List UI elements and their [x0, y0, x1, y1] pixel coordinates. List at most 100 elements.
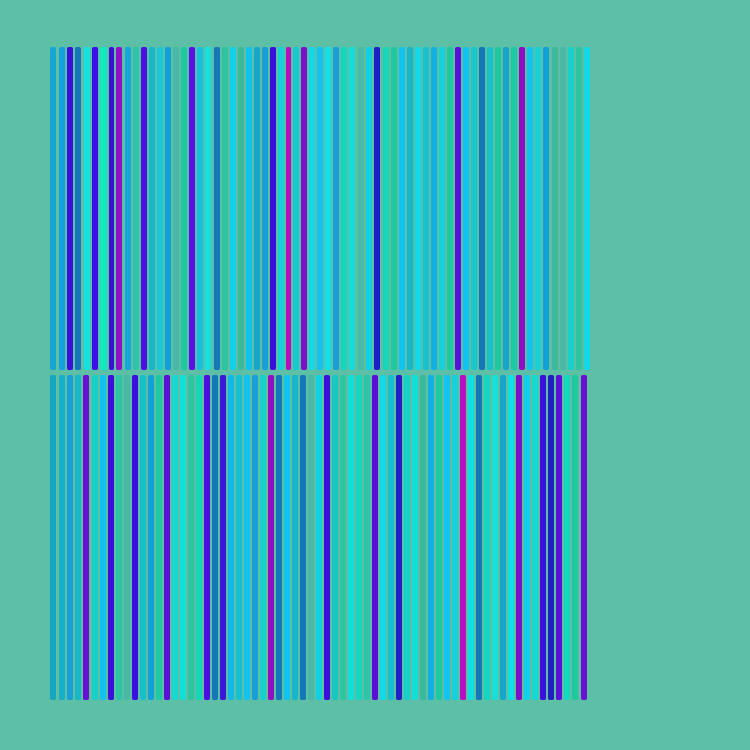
- stripe-bar[interactable]: [543, 47, 549, 370]
- stripe-bar[interactable]: [92, 47, 98, 370]
- stripe-bar[interactable]: [548, 375, 554, 700]
- stripe-bar[interactable]: [124, 375, 130, 700]
- stripe-bar[interactable]: [460, 375, 466, 700]
- stripe-bar[interactable]: [358, 47, 364, 370]
- stripe-bar[interactable]: [372, 375, 378, 700]
- stripe-bar[interactable]: [132, 375, 138, 700]
- stripe-bar[interactable]: [404, 375, 410, 700]
- stripe-bar[interactable]: [500, 375, 506, 700]
- stripe-bar[interactable]: [532, 375, 538, 700]
- stripe-bar[interactable]: [189, 47, 195, 370]
- stripe-bar[interactable]: [301, 47, 307, 370]
- stripe-bar[interactable]: [468, 375, 474, 700]
- stripe-bar[interactable]: [292, 375, 298, 700]
- stripe-bar[interactable]: [260, 375, 266, 700]
- stripe-bar[interactable]: [383, 47, 389, 370]
- stripe-bar[interactable]: [246, 47, 252, 370]
- stripe-bar[interactable]: [140, 375, 146, 700]
- stripe-bar[interactable]: [535, 47, 541, 370]
- stripe-bar[interactable]: [581, 375, 587, 700]
- stripe-bar[interactable]: [165, 47, 171, 370]
- stripe-bar[interactable]: [407, 47, 413, 370]
- stripe-bar[interactable]: [356, 375, 362, 700]
- stripe-bar[interactable]: [67, 375, 73, 700]
- stripe-bar[interactable]: [439, 47, 445, 370]
- stripe-bar[interactable]: [396, 375, 402, 700]
- stripe-bar[interactable]: [108, 375, 114, 700]
- stripe-bar[interactable]: [133, 47, 139, 370]
- stripe-bar[interactable]: [125, 47, 131, 370]
- stripe-bar[interactable]: [204, 375, 210, 700]
- stripe-bar[interactable]: [364, 375, 370, 700]
- stripe-bar[interactable]: [67, 47, 73, 370]
- stripe-bar[interactable]: [503, 47, 509, 370]
- stripe-bar[interactable]: [412, 375, 418, 700]
- stripe-bar[interactable]: [519, 47, 525, 370]
- stripe-bar[interactable]: [270, 47, 276, 370]
- stripe-bar[interactable]: [214, 47, 220, 370]
- stripe-bar[interactable]: [197, 47, 203, 370]
- stripe-bar[interactable]: [444, 375, 450, 700]
- stripe-bar[interactable]: [436, 375, 442, 700]
- stripe-bar[interactable]: [484, 375, 490, 700]
- stripe-bar[interactable]: [109, 47, 114, 370]
- stripe-bar[interactable]: [286, 47, 291, 370]
- stripe-bar[interactable]: [324, 375, 330, 700]
- stripe-bar[interactable]: [495, 47, 501, 370]
- stripe-bar[interactable]: [116, 375, 122, 700]
- stripe-bar[interactable]: [75, 47, 81, 370]
- stripe-bar[interactable]: [205, 47, 211, 370]
- stripe-bar[interactable]: [332, 375, 338, 700]
- stripe-bar[interactable]: [50, 47, 56, 370]
- stripe-bar[interactable]: [83, 375, 89, 700]
- stripe-bar[interactable]: [388, 375, 394, 700]
- stripe-bar[interactable]: [156, 375, 162, 700]
- stripe-bar[interactable]: [59, 375, 65, 700]
- stripe-bar[interactable]: [349, 47, 355, 370]
- stripe-bar[interactable]: [447, 47, 453, 370]
- stripe-bar[interactable]: [476, 375, 482, 700]
- stripe-bar[interactable]: [300, 375, 306, 700]
- stripe-bar[interactable]: [268, 375, 274, 700]
- stripe-bar[interactable]: [50, 375, 56, 700]
- stripe-bar[interactable]: [164, 375, 170, 700]
- stripe-bar[interactable]: [431, 47, 437, 370]
- stripe-bar[interactable]: [428, 375, 434, 700]
- stripe-bar[interactable]: [463, 47, 469, 370]
- stripe-bar[interactable]: [181, 47, 187, 370]
- stripe-bar[interactable]: [228, 375, 234, 700]
- stripe-bar[interactable]: [196, 375, 202, 700]
- stripe-bar[interactable]: [524, 375, 530, 700]
- stripe-bar[interactable]: [116, 47, 122, 370]
- stripe-bar[interactable]: [100, 47, 107, 370]
- stripe-bar[interactable]: [316, 375, 322, 700]
- stripe-bar[interactable]: [220, 375, 226, 700]
- stripe-bar[interactable]: [348, 375, 354, 700]
- stripe-bar[interactable]: [309, 47, 315, 370]
- stripe-bar[interactable]: [471, 47, 477, 370]
- stripe-bar[interactable]: [527, 47, 533, 370]
- stripe-bar[interactable]: [374, 47, 380, 370]
- stripe-bar[interactable]: [238, 47, 244, 370]
- stripe-bar[interactable]: [317, 47, 323, 370]
- stripe-bar[interactable]: [75, 375, 81, 700]
- stripe-bar[interactable]: [552, 47, 558, 370]
- stripe-bar[interactable]: [262, 47, 268, 370]
- stripe-bar[interactable]: [479, 47, 485, 370]
- stripe-bar[interactable]: [172, 375, 178, 700]
- stripe-bar[interactable]: [423, 47, 429, 370]
- stripe-bar[interactable]: [391, 47, 397, 370]
- stripe-bar[interactable]: [576, 47, 582, 370]
- stripe-bar[interactable]: [230, 47, 236, 370]
- stripe-bar[interactable]: [516, 375, 522, 700]
- stripe-bar[interactable]: [492, 375, 498, 700]
- stripe-bar[interactable]: [293, 47, 299, 370]
- stripe-bar[interactable]: [188, 375, 194, 700]
- stripe-bar[interactable]: [141, 47, 147, 370]
- stripe-bar[interactable]: [244, 375, 250, 700]
- stripe-bar[interactable]: [149, 47, 155, 370]
- stripe-bar[interactable]: [487, 47, 493, 370]
- stripe-bar[interactable]: [157, 47, 163, 370]
- stripe-bar[interactable]: [560, 47, 566, 370]
- stripe-bar[interactable]: [254, 47, 260, 370]
